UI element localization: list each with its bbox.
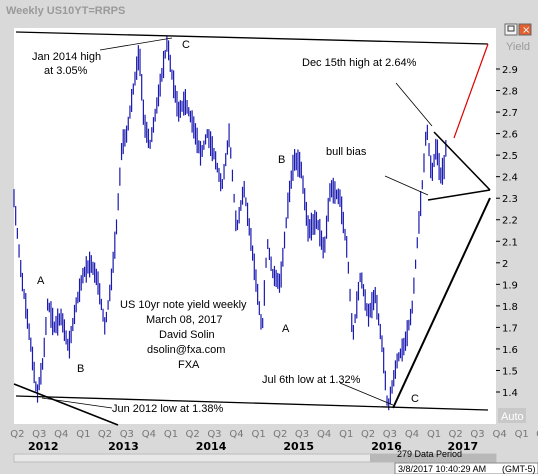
y-axis-title: Yield [506, 41, 530, 53]
x-year-label: 2013 [108, 440, 139, 453]
x-year-label: 2017 [448, 440, 479, 453]
wave-label-a1: A [37, 275, 45, 287]
y-tick-label: 2.8 [502, 87, 518, 98]
x-year-label: 2015 [283, 440, 314, 453]
y-tick-label: 1.5 [502, 366, 518, 377]
annotation-jan-high-1: Jan 2014 high [32, 51, 101, 63]
y-tick-label: 1.6 [502, 345, 518, 356]
x-quarter-label: Q3 [32, 429, 46, 440]
x-quarter-label: Q3 [295, 429, 309, 440]
title-bar [0, 0, 538, 22]
annotation-company: FXA [178, 359, 200, 371]
time-scrollbar[interactable] [13, 453, 497, 463]
x-quarter-label: Q1 [251, 429, 265, 440]
auto-scale-button[interactable]: Auto [498, 408, 526, 423]
bull-bias-pointer [384, 175, 429, 196]
y-tick-label: 2.1 [502, 237, 518, 248]
x-quarter-label: Q3 [470, 429, 484, 440]
x-quarter-label: Q4 [317, 429, 331, 440]
wave-label-a2: A [282, 323, 290, 335]
y-axis: 2.9 2.8 2.7 2.6 2.5 2.4 2.3 2.2 2.1 2 1.9 1.8 1.7 1.6… [496, 65, 518, 399]
wave-label-c1: C [182, 39, 190, 51]
x-quarter-label: Q4 [405, 429, 419, 440]
auto-scale-label: Auto [501, 411, 524, 423]
x-quarter-label: Q2 [98, 429, 112, 440]
y-tick-label: 2.2 [502, 216, 518, 227]
status-timezone: (GMT-5) [502, 464, 536, 474]
x-quarter-label: Q4 [142, 429, 156, 440]
scrollbar-thumb [370, 454, 496, 462]
y-tick-label: 1.8 [502, 302, 518, 313]
y-tick-label: 1.9 [502, 280, 518, 291]
y-tick-label: 2.7 [502, 108, 518, 119]
restore-icon [507, 25, 515, 32]
y-tick-label: 2.5 [502, 151, 518, 162]
wave-label-b1: B [77, 363, 84, 375]
y-tick-label: 2.9 [502, 65, 518, 76]
annotation-jan-high-2: at 3.05% [44, 65, 88, 77]
dec-high-pointer [395, 82, 433, 127]
annotation-author: David Solin [159, 329, 215, 341]
projection-line [453, 43, 489, 139]
close-icon: × [522, 25, 530, 36]
y-tick-label: 2 [502, 259, 508, 270]
status-period: 279 Data Period [397, 449, 462, 459]
y-tick-label: 2.3 [502, 194, 518, 205]
x-quarter-label: Q1 [164, 429, 178, 440]
plot-area [14, 28, 496, 424]
annotation-note-title: US 10yr note yield weekly [120, 299, 247, 311]
jan-high-pointer [99, 37, 173, 51]
status-time: 3/8/2017 10:40:29 AM [398, 464, 486, 474]
x-quarter-label: Q1 [76, 429, 90, 440]
triangle-upper-line [433, 131, 491, 191]
annotation-jul-low: Jul 6th low at 1.32% [262, 374, 361, 386]
x-year-label: 2016 [371, 440, 402, 453]
annotation-bull-bias: bull bias [326, 146, 367, 158]
annotation-date: March 08, 2017 [146, 314, 222, 326]
x-quarter-label: Q1 [339, 429, 353, 440]
jul-low-pointer [339, 382, 394, 406]
trendlines [13, 31, 491, 426]
x-quarter-label: Q2 [536, 429, 538, 440]
restore-button[interactable] [504, 23, 518, 36]
price-series [13, 36, 447, 411]
x-quarter-label: Q2 [185, 429, 199, 440]
x-quarter-label: Q2 [361, 429, 375, 440]
x-quarter-label: Q1 [515, 429, 529, 440]
close-button[interactable]: × [518, 23, 532, 36]
annotation-jun-low: Jun 2012 low at 1.38% [112, 403, 224, 415]
annotations: Jan 2014 high at 3.05% Dec 15th high at … [32, 39, 419, 415]
wave-label-b2: B [278, 154, 285, 166]
wave-label-c2: C [411, 393, 419, 405]
x-quarter-label: Q4 [229, 429, 243, 440]
x-quarter-label: Q3 [120, 429, 134, 440]
status-bar: 279 Data Period 3/8/2017 10:40:29 AM (GM… [394, 449, 538, 474]
y-tick-label: 2.6 [502, 130, 518, 141]
rising-support-line [392, 197, 491, 409]
x-year-label: 2012 [28, 440, 59, 453]
lower-steep-line [13, 383, 119, 426]
upper-channel-line [15, 31, 489, 45]
triangle-lower-line [427, 189, 491, 201]
x-quarter-label: Q3 [383, 429, 397, 440]
x-axis: Q2 Q3 Q4 Q1 Q2 Q3 Q4 Q1 Q2 Q3 Q4 Q1 Q2 Q3 Q4 Q1 Q2 Q3 Q4 Q1… [10, 429, 538, 453]
x-quarter-label: Q3 [207, 429, 221, 440]
annotation-email: dsolin@fxa.com [147, 344, 225, 356]
x-quarter-label: Q2 [449, 429, 463, 440]
x-quarter-label: Q1 [427, 429, 441, 440]
x-quarter-label: Q4 [54, 429, 68, 440]
y-tick-label: 1.4 [502, 388, 518, 399]
x-quarter-label: Q2 [10, 429, 24, 440]
x-quarter-label: Q2 [273, 429, 287, 440]
jun-low-pointer [41, 397, 113, 409]
y-tick-label: 1.7 [502, 323, 518, 334]
lower-channel-line [15, 395, 489, 411]
chart-title: Weekly US10YT=RRPS [6, 5, 125, 17]
x-quarter-label: Q4 [492, 429, 506, 440]
x-year-label: 2014 [196, 440, 227, 453]
annotation-dec-high: Dec 15th high at 2.64% [302, 57, 417, 69]
y-tick-label: 2.4 [502, 173, 518, 184]
